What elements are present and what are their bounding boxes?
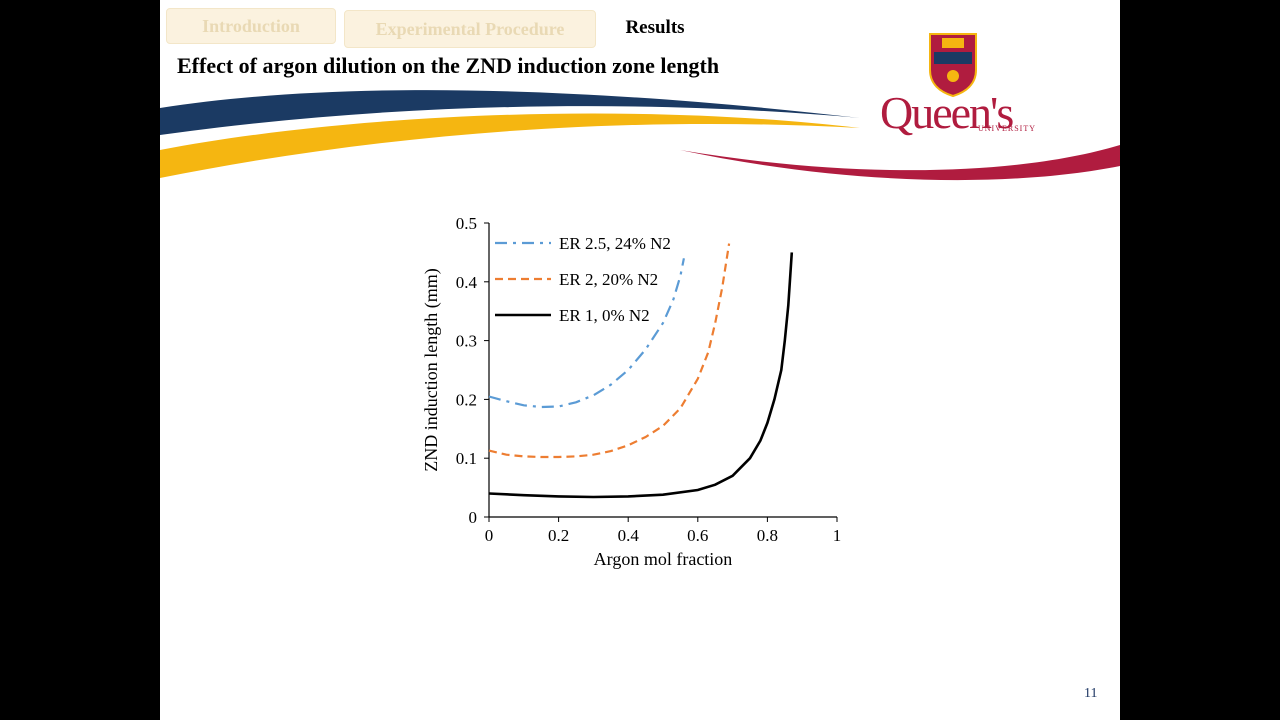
y-tick-label: 0.1 <box>456 449 477 468</box>
tab-introduction[interactable]: Introduction <box>166 8 336 44</box>
x-tick-label: 0.4 <box>618 526 640 545</box>
x-tick-label: 0.8 <box>757 526 778 545</box>
legend-label-1: ER 2.5, 24% N2 <box>559 234 671 253</box>
y-tick-label: 0.5 <box>456 214 477 233</box>
x-tick-label: 1 <box>833 526 842 545</box>
x-tick-label: 0.6 <box>687 526 708 545</box>
slide-title: Effect of argon dilution on the ZND indu… <box>177 53 720 78</box>
y-tick-label: 0 <box>469 508 478 527</box>
queens-crest-icon <box>929 33 977 98</box>
slide: Introduction Experimental Procedure Resu… <box>160 0 1120 720</box>
tab-results[interactable]: Results <box>625 17 685 38</box>
legend-label-3: ER 1, 0% N2 <box>559 306 650 325</box>
y-axis-label: ZND induction length (mm) <box>421 268 442 471</box>
logo-wordmark: Queen's <box>880 87 1014 138</box>
y-tick-label: 0.2 <box>456 390 477 409</box>
logo-subtitle: UNIVERSITY <box>978 124 1036 133</box>
x-tick-label: 0 <box>485 526 494 545</box>
tab-experimental-procedure[interactable]: Experimental Procedure <box>344 10 596 48</box>
y-tick-label: 0.4 <box>456 273 478 292</box>
series-line-1 <box>488 258 685 409</box>
page-number: 11 <box>1084 686 1098 701</box>
legend-label-2: ER 2, 20% N2 <box>559 270 658 289</box>
znd-chart: 0 0.2 0.4 0.6 0.8 1 0 0.1 0.2 0.3 0.4 0.5 Argon mol … <box>421 214 842 569</box>
x-axis-label: Argon mol fraction <box>594 549 733 569</box>
y-tick-label: 0.3 <box>456 332 477 351</box>
series-line-2 <box>488 243 731 459</box>
header-swoosh <box>160 90 1120 181</box>
series-line-3 <box>488 252 794 499</box>
x-tick-label: 0.2 <box>548 526 569 545</box>
